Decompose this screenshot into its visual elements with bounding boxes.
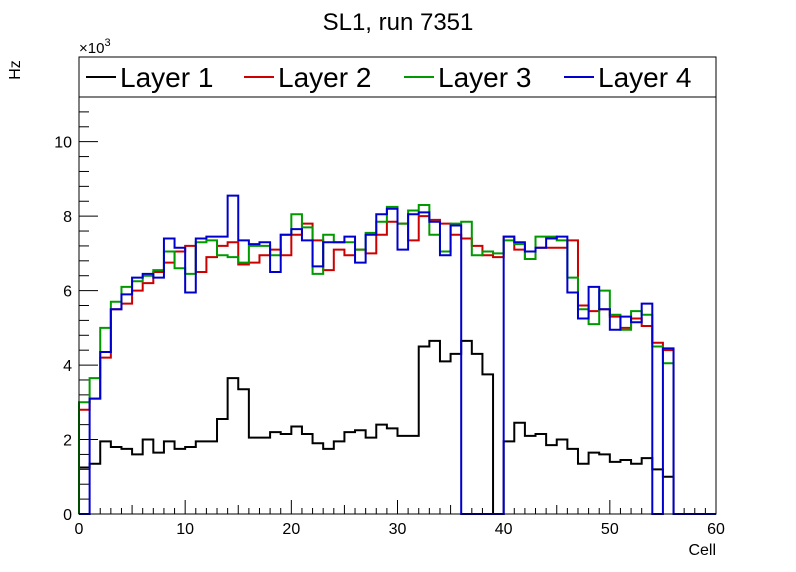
axes-layer: 0 10 20 30 40 50 60 0 2 4 6 8 10 [54, 96, 725, 538]
series-layer [78, 194, 716, 515]
x-tick-label: 10 [176, 521, 194, 538]
y-tick-label: 8 [63, 209, 72, 226]
y-multiplier-exponent: 3 [104, 37, 110, 49]
legend-label-layer-1: Layer 1 [120, 62, 213, 93]
x-tick-label: 40 [495, 521, 513, 538]
legend-label-layer-4: Layer 4 [598, 62, 691, 93]
y-tick-label: 0 [63, 507, 72, 524]
y-tick-label: 6 [63, 284, 72, 301]
y-tick-label: 4 [63, 358, 72, 375]
y-tick-label: 2 [63, 433, 72, 450]
legend-box [78, 56, 717, 98]
x-tick-label: 20 [282, 521, 300, 538]
legend-label-layer-2: Layer 2 [278, 62, 371, 93]
series-line-layer-2 [78, 215, 716, 515]
y-axis-label: Hz [7, 60, 24, 80]
legend: Layer 1 Layer 2 Layer 3 Layer 4 [78, 56, 717, 98]
series-line-layer-1 [78, 339, 716, 515]
x-tick-label: 30 [389, 521, 407, 538]
legend-entries: Layer 1 Layer 2 Layer 3 Layer 4 [86, 62, 691, 93]
chart-title: SL1, run 7351 [323, 9, 474, 36]
y-tick-label: 10 [54, 135, 72, 152]
x-axis-label: Cell [688, 542, 716, 559]
series-line-layer-3 [78, 203, 716, 515]
plot-frame [78, 96, 717, 515]
y-multiplier-base: ×10 [79, 40, 104, 57]
x-tick-label: 50 [601, 521, 619, 538]
x-tick-label: 0 [75, 521, 84, 538]
y-multiplier: ×103 [79, 37, 111, 57]
x-tick-label: 60 [707, 521, 725, 538]
legend-label-layer-3: Layer 3 [438, 62, 531, 93]
series-line-layer-4 [79, 194, 716, 515]
